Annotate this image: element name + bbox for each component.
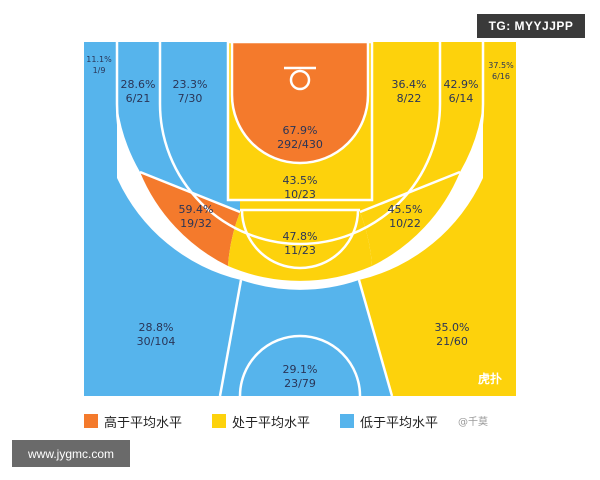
zone-pct-top-three: 29.1% <box>283 363 318 376</box>
zone-pct-paint: 43.5% <box>283 174 318 187</box>
zone-right-baseline-mid <box>360 42 483 212</box>
zone-pct-right-elbow-mid: 45.5% <box>388 203 423 216</box>
hoop <box>289 69 311 91</box>
legend-item-high: 高于平均水平 <box>84 412 182 431</box>
zone-made-att-left-wing-three-upper: 6/21 <box>126 92 151 105</box>
legend-swatch-low <box>340 414 355 428</box>
zone-pct-left-corner-three: 11.1% <box>86 55 112 64</box>
zone-pct-right-wing-three: 35.0% <box>435 321 470 334</box>
zone-pct-restricted-area: 67.9% <box>283 124 318 137</box>
zone-pct-right-corner-three: 37.5% <box>488 61 514 70</box>
zone-made-att-top-three: 23/79 <box>284 377 316 390</box>
divider-left-three <box>218 279 243 396</box>
zone-made-att-right-elbow-mid: 10/22 <box>389 217 421 230</box>
zone-pct-left-wing-three: 28.8% <box>139 321 174 334</box>
legend-item-avg: 处于平均水平 <box>212 412 310 431</box>
zone-right-elbow-mid <box>360 172 460 266</box>
zone-made-att-top-key-mid: 11/23 <box>284 244 316 257</box>
zone-made-att-right-wing-three-upper: 6/14 <box>449 92 474 105</box>
zone-left-elbow-mid <box>140 172 240 266</box>
zone-left-wing-three <box>84 104 241 396</box>
watermark-logo: 虎扑 <box>478 372 503 386</box>
legend-swatch-high <box>84 414 98 428</box>
free-throw-circle <box>240 209 360 270</box>
zone-left-corner-three <box>84 42 117 104</box>
zone-made-att-paint: 10/23 <box>284 188 316 201</box>
three-point-line <box>115 42 485 289</box>
mid-range-arc <box>158 42 442 246</box>
restricted-arc <box>230 42 370 165</box>
zone-pct-left-baseline-mid: 23.3% <box>173 78 208 91</box>
zone-made-att-right-baseline-mid: 8/22 <box>397 92 422 105</box>
site-url: www.jygmc.com <box>12 440 130 467</box>
legend-item-low: 低于平均水平 <box>340 412 438 431</box>
center-circle <box>238 334 362 396</box>
zone-right-wing-three <box>359 104 516 396</box>
zone-made-att-left-corner-three: 1/9 <box>93 66 106 75</box>
zone-left-baseline-mid <box>117 42 240 212</box>
zone-restricted-area <box>232 42 368 163</box>
paint-lines <box>226 42 374 202</box>
legend-label-high: 高于平均水平 <box>104 415 183 431</box>
zone-pct-left-wing-three-upper: 28.6% <box>121 78 156 91</box>
zone-pct-right-baseline-mid: 36.4% <box>392 78 427 91</box>
zone-top-three <box>220 280 392 396</box>
divider-right <box>359 170 461 214</box>
legend-label-avg: 处于平均水平 <box>232 415 311 431</box>
zone-top-key-mid <box>228 200 372 281</box>
divider-left <box>139 170 241 214</box>
zone-made-att-right-wing-three: 21/60 <box>436 335 468 348</box>
zone-pct-right-wing-three-upper: 42.9% <box>444 78 479 91</box>
zone-made-att-right-corner-three: 6/16 <box>492 72 510 81</box>
zone-made-att-left-baseline-mid: 7/30 <box>178 92 203 105</box>
zone-made-att-left-wing-three: 30/104 <box>137 335 176 348</box>
tg-tag: TG: MYYJJPP <box>477 14 585 38</box>
divider-right-three <box>357 279 394 396</box>
zone-pct-top-key-mid: 47.8% <box>283 230 318 243</box>
zone-right-corner-three <box>483 42 516 104</box>
zone-made-att-left-elbow-mid: 19/32 <box>180 217 212 230</box>
zone-pct-left-elbow-mid: 59.4% <box>179 203 214 216</box>
watermark-user: @千莫 <box>458 417 488 428</box>
zone-made-att-restricted-area: 292/430 <box>277 138 323 151</box>
legend: 高于平均水平 处于平均水平 低于平均水平 <box>84 410 468 432</box>
legend-label-low: 低于平均水平 <box>360 415 439 431</box>
legend-swatch-avg <box>212 414 227 428</box>
